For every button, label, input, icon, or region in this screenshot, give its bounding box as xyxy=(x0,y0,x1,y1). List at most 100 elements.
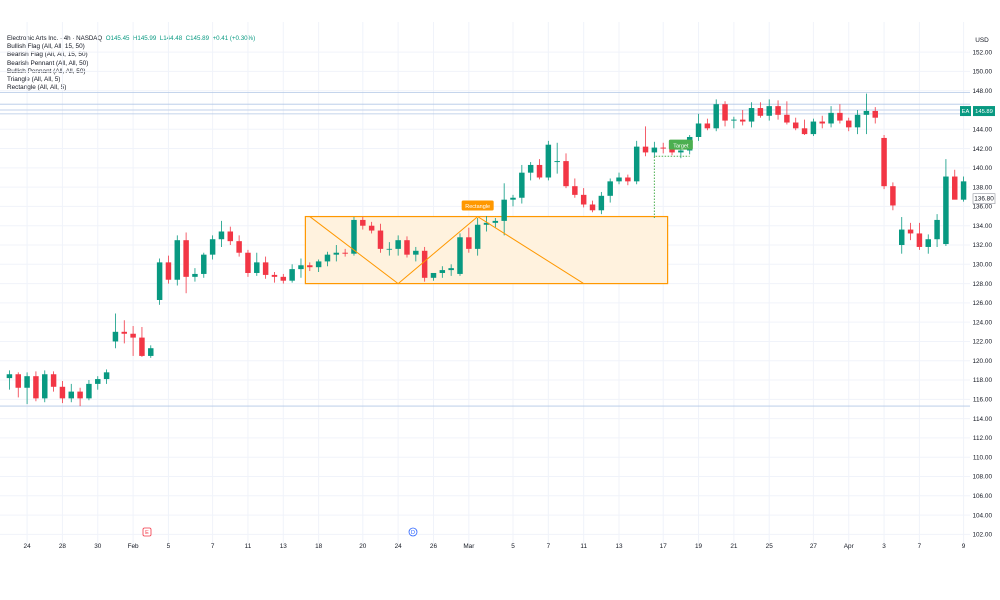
price-tick: 112.00 xyxy=(973,435,993,442)
target-label: Target xyxy=(673,143,689,149)
candle-body xyxy=(262,262,269,275)
price-tick: 106.00 xyxy=(972,493,992,500)
price-tick: 118.00 xyxy=(973,377,993,384)
ohlc-c-label: C xyxy=(185,35,191,42)
candle-body xyxy=(457,237,463,274)
candle-body xyxy=(307,265,313,268)
indicator-bearish-pennant[interactable]: Bearish Pennant (All, All, 50) xyxy=(7,59,89,67)
rectangle-zigzag xyxy=(309,215,584,285)
time-tick: 11 xyxy=(580,543,587,550)
ohlc-high: 145.99 xyxy=(137,35,157,42)
price-axis[interactable]: USD 102.00 104.00 106.00 108.00 110.00 112.00 1… xyxy=(960,37,996,539)
candle-body xyxy=(24,376,30,388)
candle-body xyxy=(784,114,790,123)
candlesticks[interactable] xyxy=(6,93,967,407)
candle-body xyxy=(324,254,331,262)
time-tick: 3 xyxy=(882,543,886,550)
candle-body xyxy=(33,376,39,399)
candle-body xyxy=(898,229,905,246)
earnings-label: E xyxy=(145,530,149,536)
time-tick: 24 xyxy=(395,543,403,550)
time-tick: 28 xyxy=(59,543,67,550)
candle-body xyxy=(15,374,21,388)
last-price-tag-bg xyxy=(973,106,995,117)
price-tick: 138.00 xyxy=(972,184,992,191)
target-line xyxy=(653,155,690,219)
currency-label: USD xyxy=(975,37,989,44)
candle-body xyxy=(298,265,304,270)
price-tick: 132.00 xyxy=(972,242,992,249)
candle-body xyxy=(227,231,234,242)
candle-body xyxy=(580,194,587,205)
candle-body xyxy=(59,386,66,399)
time-tick: 19 xyxy=(695,543,703,550)
candle-body xyxy=(616,177,622,182)
candle-body xyxy=(907,229,914,234)
candle-body xyxy=(103,372,110,380)
price-tick: 150.00 xyxy=(972,69,992,76)
candle-body xyxy=(890,186,896,206)
candle-body xyxy=(466,237,472,249)
candle-body xyxy=(95,379,101,384)
symbol-tag: EA xyxy=(962,109,970,115)
candle-body xyxy=(165,262,172,280)
indicator-bullish-flag[interactable]: Bullish Flag (All, All, 15, 50) xyxy=(7,43,85,51)
price-tick: 114.00 xyxy=(973,416,993,423)
price-tick: 108.00 xyxy=(972,474,992,481)
price-lines xyxy=(0,92,970,407)
candle-body xyxy=(50,374,57,387)
candle-body xyxy=(801,128,808,135)
price-tick: 134.00 xyxy=(972,223,992,230)
price-tick: 136.00 xyxy=(972,204,992,211)
target-label-bg xyxy=(668,139,693,150)
candle-body xyxy=(934,219,940,240)
candle-body xyxy=(112,331,119,342)
time-tick: 27 xyxy=(810,543,818,550)
candle-body xyxy=(254,262,260,273)
candle-body xyxy=(739,119,746,122)
candle-body xyxy=(192,273,198,277)
candle-body xyxy=(792,122,799,129)
candle-body xyxy=(925,239,931,247)
candle-body xyxy=(289,269,295,281)
rectangle-label: Rectangle xyxy=(465,204,490,210)
ohlc-low: 144.48 xyxy=(163,35,183,42)
price-tick: 116.00 xyxy=(973,397,993,404)
candle-body xyxy=(183,240,189,277)
candle-body xyxy=(421,250,428,278)
candle-body xyxy=(245,252,251,273)
time-tick: 24 xyxy=(24,543,32,550)
indicator-bearish-flag[interactable]: Bearish Flag (All, All, 15, 50) xyxy=(7,51,88,59)
time-tick: 17 xyxy=(660,543,668,550)
price-tick: 148.00 xyxy=(972,88,992,95)
candle-body xyxy=(236,241,242,253)
candle-body xyxy=(766,106,772,116)
time-tick: Apr xyxy=(844,543,855,550)
pattern-overlay: Rectangle Target xyxy=(309,139,693,285)
candle-body xyxy=(589,204,596,211)
time-axis[interactable]: 24 28 30 Feb 5 7 11 13 18 20 24 26 Mar 5 7 11 13 17 19 21 25… xyxy=(24,527,966,550)
price-tick: 122.00 xyxy=(972,339,992,346)
candle-body xyxy=(810,121,817,135)
candle-body xyxy=(121,331,128,334)
candle-body xyxy=(837,112,843,121)
candle-body xyxy=(633,146,640,182)
candle-body xyxy=(280,276,287,281)
time-tick: 11 xyxy=(245,543,252,550)
candle-body xyxy=(881,137,887,187)
candle-body xyxy=(669,148,675,153)
candle-body xyxy=(218,231,225,240)
candle-body xyxy=(748,108,755,122)
candle-body xyxy=(333,252,340,255)
time-tick: 20 xyxy=(359,543,367,550)
price-tick: 142.00 xyxy=(972,146,992,153)
indicator-rectangle[interactable]: Rectangle (All, All, 5) xyxy=(7,84,67,92)
time-tick: 21 xyxy=(730,543,738,550)
time-tick: 13 xyxy=(280,543,288,550)
candle-body xyxy=(139,337,145,356)
indicator-triangle[interactable]: Triangle (All, All, 5) xyxy=(7,76,61,84)
candle-body xyxy=(545,144,552,178)
candle-body xyxy=(757,108,764,116)
candle-body xyxy=(6,374,13,379)
